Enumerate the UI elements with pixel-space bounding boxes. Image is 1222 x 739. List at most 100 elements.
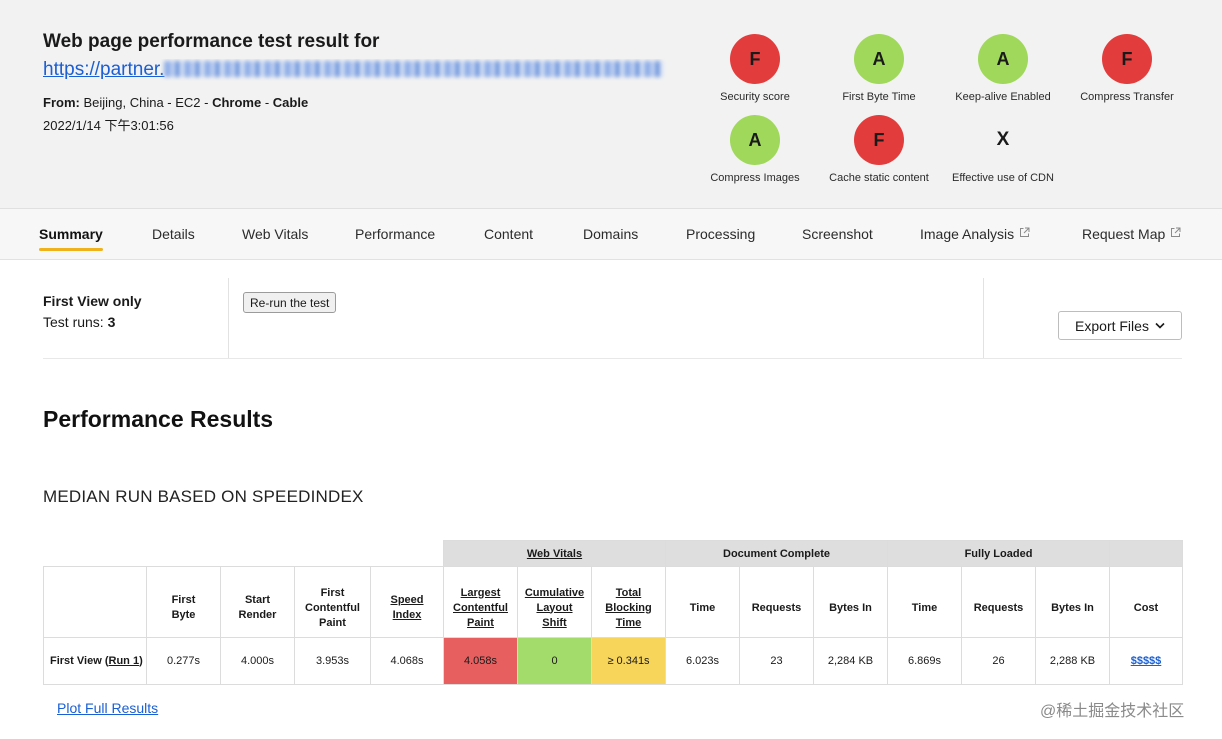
- chevron-down-icon: [1155, 322, 1165, 329]
- cell-fully-loaded-requests: 26: [961, 637, 1036, 685]
- tab-processing[interactable]: Processing: [686, 226, 756, 242]
- col-start-render: Start Render: [220, 566, 295, 638]
- col-cls-line3[interactable]: Shift: [542, 616, 567, 629]
- col-fully-loaded-bytes: Bytes In: [1035, 566, 1110, 638]
- grade-compress-transfer[interactable]: F Compress Transfer: [1062, 34, 1192, 103]
- col-lcp-line2[interactable]: Contentful: [453, 601, 508, 614]
- tab-screenshot[interactable]: Screenshot: [802, 226, 873, 242]
- col-speed-index-line2[interactable]: Index: [392, 609, 422, 621]
- grade-cdn[interactable]: X Effective use of CDN: [938, 115, 1068, 184]
- tab-details[interactable]: Details: [152, 226, 195, 242]
- median-run-heading: MEDIAN RUN BASED ON SPEEDINDEX: [43, 487, 364, 506]
- table-column-header-row: First Byte Start Render First Contentful Pai…: [43, 566, 1183, 638]
- col-cumulative-layout-shift[interactable]: Cumulative Layout Shift: [517, 566, 592, 638]
- divider: [43, 358, 1182, 359]
- performance-results-heading: Performance Results: [43, 406, 274, 432]
- col-lcp-line3[interactable]: Paint: [467, 616, 494, 629]
- cost-link[interactable]: $$$$$: [1130, 655, 1162, 667]
- tab-content[interactable]: Content: [484, 226, 534, 242]
- grade-compress-transfer-circle[interactable]: F: [1102, 34, 1152, 84]
- col-tbt-line3[interactable]: Time: [615, 616, 642, 629]
- grade-cache-static-label: Cache static content: [829, 172, 929, 184]
- cell-first-contentful-paint: 3.953s: [294, 637, 371, 685]
- redacted-url-blur: [164, 61, 665, 77]
- col-cls-line1[interactable]: Cumulative: [524, 586, 585, 599]
- grade-keep-alive[interactable]: A Keep-alive Enabled: [938, 34, 1068, 103]
- test-browser: Chrome: [212, 95, 262, 110]
- grade-keep-alive-circle[interactable]: A: [978, 34, 1028, 84]
- cell-doc-complete-bytes: 2,284 KB: [813, 637, 888, 685]
- col-first-byte-line1: First: [171, 594, 196, 606]
- tested-url-text[interactable]: https://partner.: [43, 59, 165, 80]
- separator: -: [261, 95, 273, 110]
- grade-compress-images-circle[interactable]: A: [730, 115, 780, 165]
- col-doc-complete-time: Time: [665, 566, 740, 638]
- tab-web-vitals[interactable]: Web Vitals: [242, 226, 309, 242]
- grade-first-byte-time[interactable]: A First Byte Time: [814, 34, 944, 103]
- col-fully-loaded-requests: Requests: [961, 566, 1036, 638]
- export-files-label: Export Files: [1075, 317, 1149, 334]
- cell-total-blocking-time: ≥ 0.341s: [591, 637, 666, 685]
- performance-results-table: Web Vitals Document Complete Fully Loade…: [43, 540, 1183, 685]
- col-doc-complete-requests: Requests: [739, 566, 814, 638]
- group-web-vitals[interactable]: Web Vitals: [443, 540, 666, 567]
- external-link-icon: [1170, 227, 1181, 238]
- tab-image-analysis[interactable]: Image Analysis: [920, 226, 1030, 242]
- external-link-icon: [1019, 227, 1030, 238]
- col-tbt-line2[interactable]: Blocking: [605, 601, 652, 614]
- col-first-byte-line2: Byte: [171, 609, 196, 621]
- grade-cdn-circle[interactable]: X: [996, 129, 1010, 150]
- col-tbt-line1[interactable]: Total: [615, 586, 642, 599]
- run-1-link[interactable]: Run 1: [108, 655, 140, 667]
- cell-fully-loaded-time: 6.869s: [887, 637, 962, 685]
- view-mode-label: First View only: [43, 293, 142, 309]
- rerun-test-button[interactable]: Re-run the test: [243, 292, 337, 313]
- web-vitals-link[interactable]: Web Vitals: [526, 547, 583, 560]
- cell-cost: $$$$$: [1109, 637, 1183, 685]
- tab-summary[interactable]: Summary: [39, 226, 103, 251]
- col-total-blocking-time[interactable]: Total Blocking Time: [591, 566, 666, 638]
- separator: -: [200, 95, 213, 110]
- col-largest-contentful-paint[interactable]: Largest Contentful Paint: [443, 566, 518, 638]
- test-runs-label: Test runs:: [43, 314, 104, 330]
- grade-compress-images-label: Compress Images: [710, 172, 800, 184]
- grade-first-byte-time-circle[interactable]: A: [854, 34, 904, 84]
- grade-cache-static-circle[interactable]: F: [854, 115, 904, 165]
- test-runs-info: Test runs: 3: [43, 314, 115, 330]
- table-row: First View (Run 1) 0.277s 4.000s 3.953s …: [43, 637, 1183, 685]
- grade-security-score-circle[interactable]: F: [730, 34, 780, 84]
- blank-header: [44, 541, 444, 567]
- col-cls-line2[interactable]: Layout: [536, 601, 573, 614]
- col-fully-loaded-time: Time: [887, 566, 962, 638]
- export-files-button[interactable]: Export Files: [1058, 311, 1182, 340]
- grade-cdn-label: Effective use of CDN: [952, 172, 1054, 184]
- page-title: Web page performance test result for: [43, 31, 380, 52]
- divider: [983, 278, 984, 358]
- group-document-complete: Document Complete: [665, 540, 888, 567]
- cell-speed-index: 4.068s: [370, 637, 444, 685]
- plot-full-results-link[interactable]: Plot Full Results: [57, 700, 159, 716]
- group-fully-loaded: Fully Loaded: [887, 540, 1110, 567]
- col-header-empty: [43, 566, 147, 638]
- test-runs-value: 3: [107, 314, 116, 330]
- col-fcp-line3: Paint: [319, 616, 346, 629]
- grade-security-score[interactable]: F Security score: [690, 34, 820, 103]
- tab-performance[interactable]: Performance: [355, 226, 436, 242]
- col-lcp-line1[interactable]: Largest: [460, 586, 501, 599]
- tab-request-map-label: Request Map: [1082, 226, 1166, 242]
- tested-url-link[interactable]: https://partner.: [43, 59, 673, 81]
- cell-fully-loaded-bytes: 2,288 KB: [1035, 637, 1110, 685]
- test-location-info: From: Beijing, China - EC2 - Chrome - Ca…: [43, 95, 308, 110]
- cell-largest-contentful-paint: 4.058s: [443, 637, 518, 685]
- row-label-first-view: First View (Run 1): [43, 637, 147, 685]
- col-speed-index[interactable]: Speed Index: [370, 566, 444, 638]
- col-speed-index-line1[interactable]: Speed: [390, 594, 424, 606]
- tab-domains[interactable]: Domains: [583, 226, 639, 242]
- row-label: First View: [50, 655, 102, 667]
- test-timestamp: 2022/1/14 下午3:01:56: [43, 118, 174, 133]
- cell-doc-complete-requests: 23: [739, 637, 814, 685]
- grade-compress-images[interactable]: A Compress Images: [690, 115, 820, 184]
- tab-request-map[interactable]: Request Map: [1082, 226, 1181, 242]
- grade-cache-static[interactable]: F Cache static content: [814, 115, 944, 184]
- test-location: Beijing, China - EC2: [83, 95, 201, 110]
